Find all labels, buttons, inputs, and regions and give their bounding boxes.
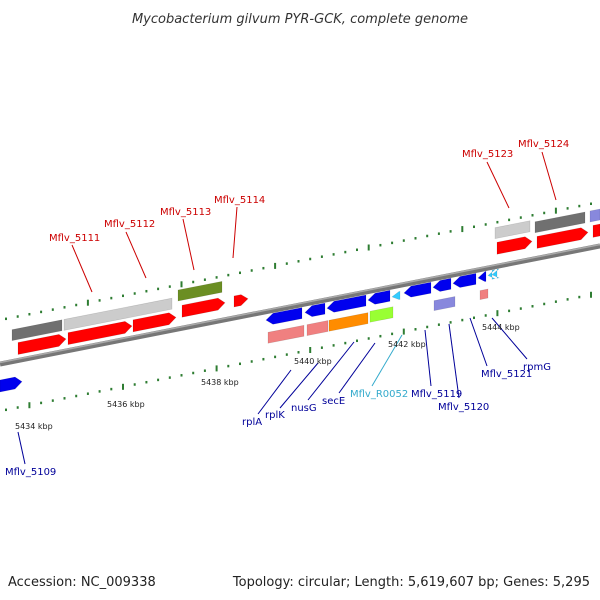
gene-label[interactable]: Mflv_5114 [214, 195, 265, 206]
feature-track [0, 208, 600, 393]
gene-label[interactable]: Mflv_5112 [104, 219, 155, 230]
leader-line [424, 329, 432, 387]
gene-feature[interactable] [479, 288, 489, 300]
gene-feature[interactable] [369, 306, 394, 323]
kbp-label: 5440 kbp [294, 357, 332, 366]
leader-line [279, 362, 319, 409]
leader-line [17, 431, 26, 465]
gene-feature[interactable] [67, 321, 133, 345]
leader-line [232, 206, 238, 259]
leader-line [541, 151, 557, 201]
gene-label[interactable]: Mflv_5111 [49, 233, 100, 244]
kbp-label: 5442 kbp [388, 340, 426, 349]
gene-feature[interactable] [589, 208, 600, 223]
leader-line [71, 244, 93, 293]
leader-line [182, 218, 195, 271]
gene-feature[interactable] [306, 320, 329, 336]
leader-line [486, 161, 510, 209]
gene-feature[interactable] [496, 236, 533, 255]
gene-label[interactable]: Mflv_5113 [160, 207, 211, 218]
gene-feature[interactable] [432, 277, 452, 292]
gene-label[interactable]: Mflv_5123 [462, 149, 513, 160]
accession-text: Accession: NC_009338 [8, 575, 156, 590]
gene-feature[interactable] [494, 220, 531, 240]
gene-feature[interactable] [177, 280, 223, 302]
leader-line [371, 334, 403, 387]
leader-line [257, 369, 292, 415]
gene-label[interactable]: Mflv_5109 [5, 467, 56, 478]
gene-label[interactable]: Mflv_5120 [438, 402, 489, 413]
gene-feature[interactable] [11, 319, 63, 342]
gene-feature[interactable] [304, 302, 326, 317]
gene-feature[interactable] [132, 312, 177, 333]
gene-feature[interactable] [592, 223, 600, 238]
map-title: Mycobacterium gilvum PYR-GCK, complete g… [132, 12, 468, 27]
gene-feature[interactable] [326, 294, 367, 313]
tick-track-upper [5, 202, 592, 321]
leader-line [448, 323, 460, 399]
genome-stats-text: Topology: circular; Length: 5,619,607 bp… [232, 575, 590, 590]
gene-feature[interactable] [536, 227, 589, 249]
gene-feature[interactable] [63, 297, 173, 331]
gene-feature[interactable] [181, 297, 226, 318]
gene-feature[interactable] [267, 324, 305, 344]
gene-feature[interactable] [477, 271, 487, 282]
gene-feature[interactable] [491, 268, 500, 279]
gene-label[interactable]: Mflv_R0052 [350, 389, 408, 400]
gene-feature[interactable] [17, 334, 67, 355]
kbp-label: 5434 kbp [15, 422, 53, 431]
gene-feature[interactable] [0, 376, 23, 393]
gene-label[interactable]: Mflv_5119 [411, 389, 462, 400]
gene-feature[interactable] [367, 289, 391, 305]
leader-line [491, 317, 528, 360]
gene-feature[interactable] [534, 211, 586, 234]
gene-feature[interactable] [403, 281, 432, 298]
gene-feature[interactable] [487, 269, 496, 280]
gene-feature[interactable] [433, 296, 456, 312]
kbp-label: 5444 kbp [482, 323, 520, 332]
genome-backbone [0, 243, 600, 367]
gene-feature[interactable] [265, 307, 303, 325]
gene-label[interactable]: rplK [265, 410, 285, 421]
tick-track-lower [5, 291, 592, 412]
gene-feature[interactable] [452, 273, 477, 288]
gene-label[interactable]: rplA [242, 417, 262, 428]
label-leaders [17, 151, 557, 465]
gene-label[interactable]: nusG [291, 403, 317, 414]
leader-line [125, 231, 147, 279]
kbp-label: 5436 kbp [107, 400, 145, 409]
kbp-label: 5438 kbp [201, 378, 239, 387]
gene-feature[interactable] [391, 290, 401, 300]
gene-label[interactable]: rpmG [523, 362, 551, 373]
leader-line [307, 341, 355, 401]
gene-label[interactable]: Mflv_5121 [481, 369, 532, 380]
leader-line [338, 342, 376, 394]
gene-label[interactable]: secE [322, 396, 345, 407]
gene-label[interactable]: Mflv_5124 [518, 139, 569, 150]
gene-feature[interactable] [233, 294, 249, 308]
gene-feature[interactable] [328, 312, 369, 332]
leader-line [469, 317, 488, 367]
